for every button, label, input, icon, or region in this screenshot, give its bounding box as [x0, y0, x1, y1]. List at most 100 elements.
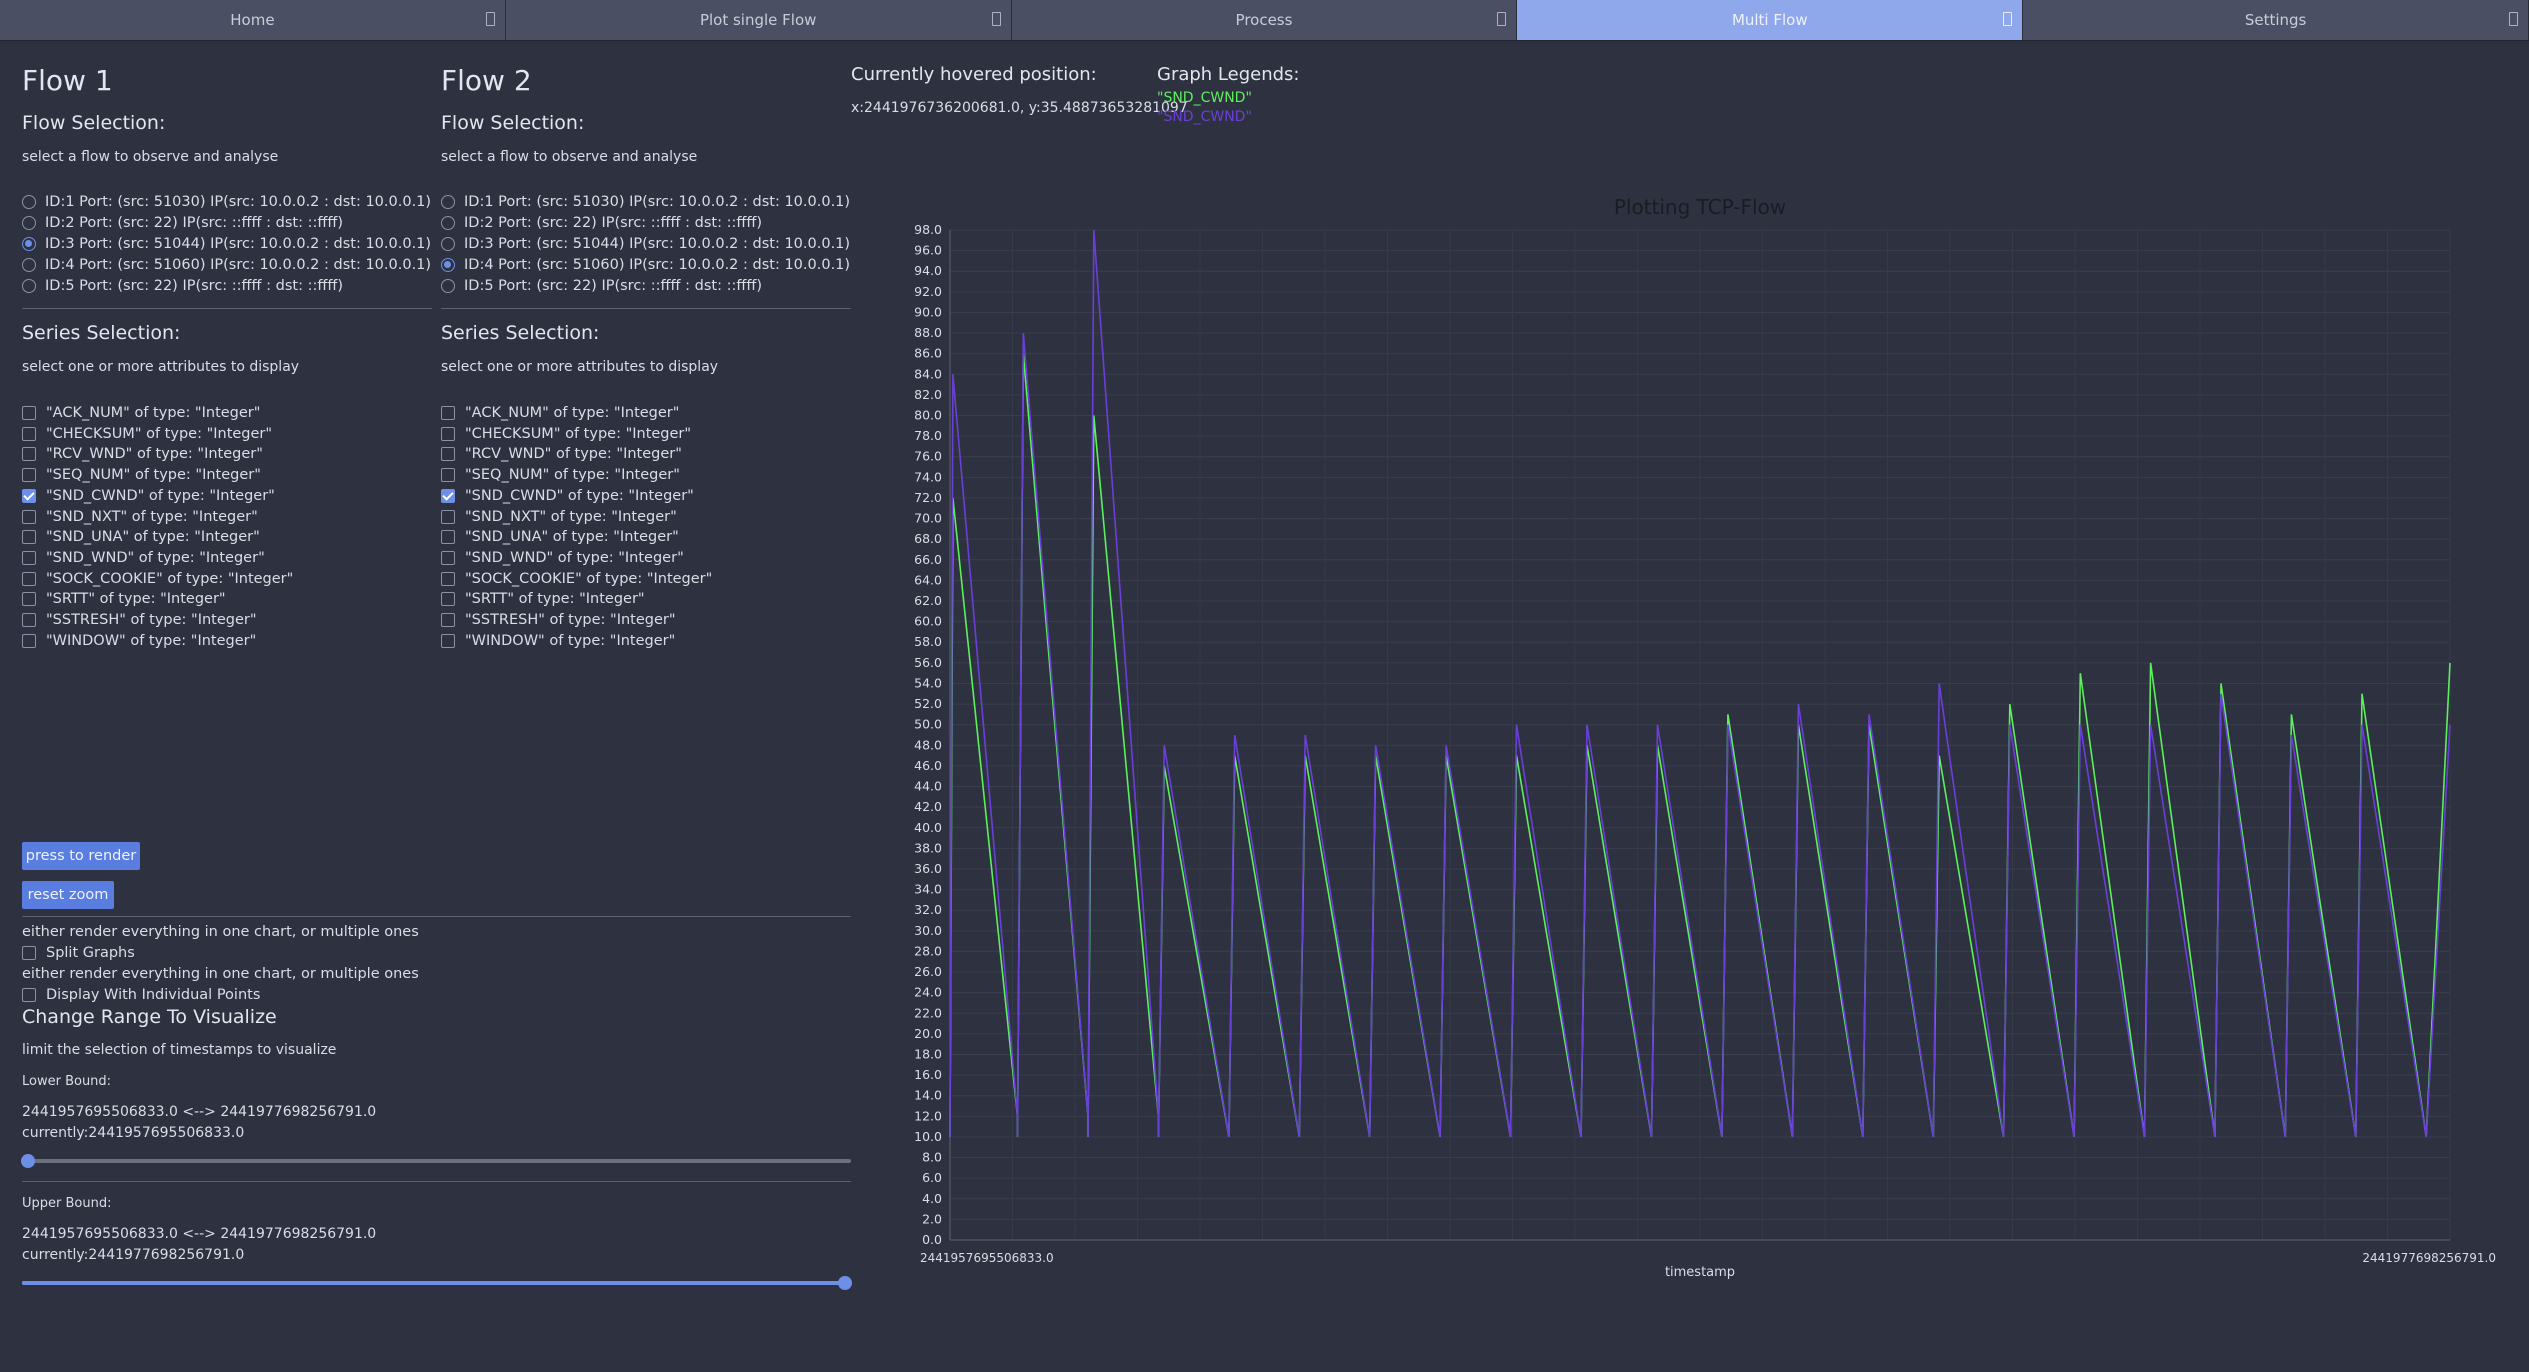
series-checkbox-option[interactable]: "SSTRESH" of type: "Integer": [441, 612, 676, 628]
series-checkbox-option[interactable]: "SND_NXT" of type: "Integer": [441, 509, 677, 525]
tab-settings[interactable]: Settings: [2023, 0, 2529, 40]
checkbox-box[interactable]: [441, 426, 455, 441]
radio-icon[interactable]: [441, 237, 455, 251]
checkbox-box[interactable]: [22, 550, 36, 565]
checkbox-box[interactable]: [441, 613, 455, 627]
checkbox-box[interactable]: [22, 426, 36, 441]
series-checkbox-option[interactable]: "SSTRESH" of type: "Integer": [22, 612, 257, 628]
radio-icon[interactable]: [441, 279, 455, 293]
checkbox-box[interactable]: [22, 633, 36, 648]
reset-zoom-button[interactable]: reset zoom: [22, 881, 114, 909]
flow-radio-option[interactable]: ID:4 Port: (src: 51060) IP(src: 10.0.0.2…: [441, 257, 850, 273]
tab-process[interactable]: Process: [1012, 0, 1518, 40]
individual-points-checkbox[interactable]: Display With Individual Points: [22, 987, 260, 1003]
flow-radio-option[interactable]: ID:3 Port: (src: 51044) IP(src: 10.0.0.2…: [22, 236, 431, 252]
series-checkbox-option[interactable]: "SND_UNA" of type: "Integer": [441, 529, 679, 545]
series-checkbox-option[interactable]: "WINDOW" of type: "Integer": [22, 633, 256, 649]
radio-icon[interactable]: [22, 237, 36, 251]
upper-bound-slider-handle[interactable]: [838, 1276, 852, 1290]
flow-radio-option[interactable]: ID:2 Port: (src: 22) IP(src: ::ffff : ds…: [22, 215, 343, 231]
checkbox-box[interactable]: [22, 613, 36, 627]
flow-radio-option[interactable]: ID:5 Port: (src: 22) IP(src: ::ffff : ds…: [22, 278, 343, 294]
split-graphs-checkbox[interactable]: Split Graphs: [22, 945, 135, 961]
series-option-label: "SND_UNA" of type: "Integer": [465, 529, 679, 546]
y-tick-label: 66.0: [914, 552, 942, 567]
tab-multi-flow[interactable]: Multi Flow: [1517, 0, 2024, 40]
series-checkbox-option[interactable]: "CHECKSUM" of type: "Integer": [22, 426, 272, 442]
series-checkbox-option[interactable]: "ACK_NUM" of type: "Integer": [22, 405, 260, 421]
checkbox-box[interactable]: [441, 571, 455, 586]
flow-radio-option[interactable]: ID:2 Port: (src: 22) IP(src: ::ffff : ds…: [441, 215, 762, 231]
radio-icon[interactable]: [441, 258, 455, 272]
y-tick-label: 16.0: [914, 1067, 942, 1082]
render-button[interactable]: press to render: [22, 842, 140, 870]
checkbox-box[interactable]: [22, 530, 36, 545]
checkbox-box[interactable]: [22, 571, 36, 586]
series-checkbox-option[interactable]: "SND_UNA" of type: "Integer": [22, 529, 260, 545]
tab-home[interactable]: Home: [0, 0, 506, 40]
checkbox-box[interactable]: [22, 468, 36, 483]
checkbox-box[interactable]: [441, 530, 455, 545]
series-checkbox-option[interactable]: "SND_WND" of type: "Integer": [22, 550, 265, 566]
y-tick-label: 72.0: [914, 490, 942, 505]
checkbox-box[interactable]: [441, 550, 455, 565]
series-checkbox-option[interactable]: "SND_NXT" of type: "Integer": [22, 509, 258, 525]
flow-radio-option[interactable]: ID:3 Port: (src: 51044) IP(src: 10.0.0.2…: [441, 236, 850, 252]
series-checkbox-option[interactable]: "SRTT" of type: "Integer": [22, 591, 226, 607]
radio-icon[interactable]: [22, 195, 36, 209]
tcp-flow-chart[interactable]: Plotting TCP-Flow 0.0 2.0 4.0 6.0 8.0 10.0 12.0…: [880, 190, 2520, 1280]
flow-radio-option[interactable]: ID:1 Port: (src: 51030) IP(src: 10.0.0.2…: [441, 194, 850, 210]
tab-handle-icon[interactable]: [1497, 12, 1507, 26]
flow1-series-hint: select one or more attributes to display: [22, 359, 300, 375]
y-tick-label: 68.0: [914, 531, 942, 546]
series-checkbox-option[interactable]: "SND_CWND" of type: "Integer": [22, 488, 275, 504]
y-tick-label: 96.0: [914, 243, 942, 258]
tab-handle-icon[interactable]: [485, 12, 495, 26]
series-checkbox-option[interactable]: "SEQ_NUM" of type: "Integer": [441, 467, 680, 483]
radio-icon[interactable]: [22, 258, 36, 272]
tab-handle-icon[interactable]: [2003, 12, 2013, 26]
tab-plot-single-flow[interactable]: Plot single Flow: [506, 0, 1012, 40]
hovered-position-value: x:2441976736200681.0, y:35.4887365328109…: [851, 100, 1188, 116]
series-checkbox-option[interactable]: "SOCK_COOKIE" of type: "Integer": [441, 571, 712, 587]
flow-radio-option[interactable]: ID:1 Port: (src: 51030) IP(src: 10.0.0.2…: [22, 194, 431, 210]
checkbox-box[interactable]: [22, 592, 36, 607]
series-checkbox-option[interactable]: "SRTT" of type: "Integer": [441, 591, 645, 607]
legend-heading: Graph Legends:: [1157, 64, 1300, 85]
series-checkbox-option[interactable]: "SND_WND" of type: "Integer": [441, 550, 684, 566]
checkbox-box[interactable]: [441, 447, 455, 462]
checkbox-box[interactable]: [441, 633, 455, 648]
radio-icon[interactable]: [441, 216, 455, 230]
series-checkbox-option[interactable]: "ACK_NUM" of type: "Integer": [441, 405, 679, 421]
radio-icon[interactable]: [22, 279, 36, 293]
checkbox-box[interactable]: [441, 468, 455, 483]
checkbox-box[interactable]: [22, 946, 36, 960]
checkbox-box[interactable]: [22, 488, 36, 503]
checkbox-box[interactable]: [441, 406, 455, 420]
series-checkbox-option[interactable]: "CHECKSUM" of type: "Integer": [441, 426, 691, 442]
radio-icon[interactable]: [22, 216, 36, 230]
checkbox-box[interactable]: [441, 488, 455, 503]
tab-label: Multi Flow: [1731, 11, 1808, 29]
flow-radio-option[interactable]: ID:5 Port: (src: 22) IP(src: ::ffff : ds…: [441, 278, 762, 294]
series-checkbox-option[interactable]: "RCV_WND" of type: "Integer": [441, 446, 682, 462]
series-checkbox-option[interactable]: "SND_CWND" of type: "Integer": [441, 488, 694, 504]
checkbox-box[interactable]: [22, 447, 36, 462]
flow-radio-option[interactable]: ID:4 Port: (src: 51060) IP(src: 10.0.0.2…: [22, 257, 431, 273]
tab-handle-icon[interactable]: [2508, 12, 2518, 26]
series-checkbox-option[interactable]: "WINDOW" of type: "Integer": [441, 633, 675, 649]
checkbox-box[interactable]: [441, 592, 455, 607]
checkbox-box[interactable]: [22, 509, 36, 524]
checkbox-box[interactable]: [441, 509, 455, 524]
radio-icon[interactable]: [441, 195, 455, 209]
series-checkbox-option[interactable]: "RCV_WND" of type: "Integer": [22, 446, 263, 462]
lower-bound-slider[interactable]: [28, 1159, 851, 1163]
checkbox-box[interactable]: [22, 406, 36, 420]
series-checkbox-option[interactable]: "SEQ_NUM" of type: "Integer": [22, 467, 261, 483]
y-tick-label: 90.0: [914, 304, 942, 319]
flow-option-label: ID:3 Port: (src: 51044) IP(src: 10.0.0.2…: [464, 236, 851, 252]
series-checkbox-option[interactable]: "SOCK_COOKIE" of type: "Integer": [22, 571, 293, 587]
tab-handle-icon[interactable]: [991, 12, 1001, 26]
lower-bound-slider-handle[interactable]: [21, 1154, 35, 1168]
checkbox-box[interactable]: [22, 988, 36, 1002]
